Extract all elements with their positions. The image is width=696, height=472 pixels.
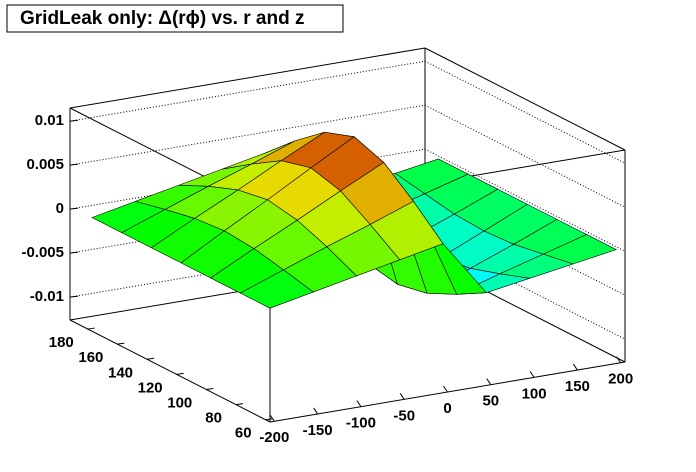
z-tick-label: 0 [56, 200, 64, 217]
z-tick-label: -0.005 [21, 244, 64, 261]
tick-mark [69, 295, 79, 298]
grid-line [69, 104, 426, 166]
tick-mark [616, 356, 622, 364]
tick-mark [235, 403, 243, 406]
tick-mark [87, 327, 95, 330]
y-tick-label: 60 [235, 425, 252, 442]
z-tick-label: 0.005 [26, 156, 64, 173]
z-tick-label: 0.01 [35, 112, 64, 129]
axis-frame [69, 47, 426, 109]
x-tick-label: 150 [565, 378, 590, 395]
x-tick-label: 200 [608, 371, 633, 388]
title-box [6, 4, 344, 33]
axis-frame [424, 47, 626, 151]
y-tick-label: 80 [205, 410, 222, 427]
y-tick-label: 120 [138, 379, 163, 396]
tick-mark [313, 407, 319, 415]
y-tick-label: 160 [78, 349, 103, 366]
tick-mark [443, 385, 448, 393]
x-tick-label: -100 [346, 415, 376, 432]
chart-title: GridLeak only: Δ(rϕ) vs. r and z [20, 8, 304, 29]
tick-mark [486, 378, 492, 385]
x-tick-label: -200 [259, 429, 289, 446]
tick-mark [529, 371, 535, 378]
tick-mark [399, 393, 405, 400]
y-tick-label: 100 [167, 394, 192, 411]
tick-mark [69, 251, 79, 254]
tick-mark [117, 342, 125, 345]
tick-mark [69, 119, 79, 122]
tick-mark [265, 418, 273, 421]
surface-cell [239, 269, 314, 309]
tick-mark [572, 363, 578, 371]
x-tick-label: 100 [522, 385, 547, 402]
y-tick-label: 140 [108, 364, 133, 381]
tick-mark [356, 400, 362, 407]
grid-line [69, 60, 426, 122]
tick-mark [146, 357, 155, 360]
grid-line [424, 60, 626, 164]
z-tick-label: -0.01 [30, 288, 64, 305]
y-tick-label: 180 [49, 334, 74, 351]
x-tick-label: -150 [303, 422, 333, 439]
tick-mark [206, 388, 214, 391]
tick-mark [69, 163, 79, 166]
x-tick-label: 0 [443, 400, 451, 417]
tick-mark [176, 372, 184, 375]
x-tick-label: 50 [482, 393, 499, 410]
x-tick-label: -50 [393, 407, 415, 424]
tick-mark [69, 207, 79, 210]
